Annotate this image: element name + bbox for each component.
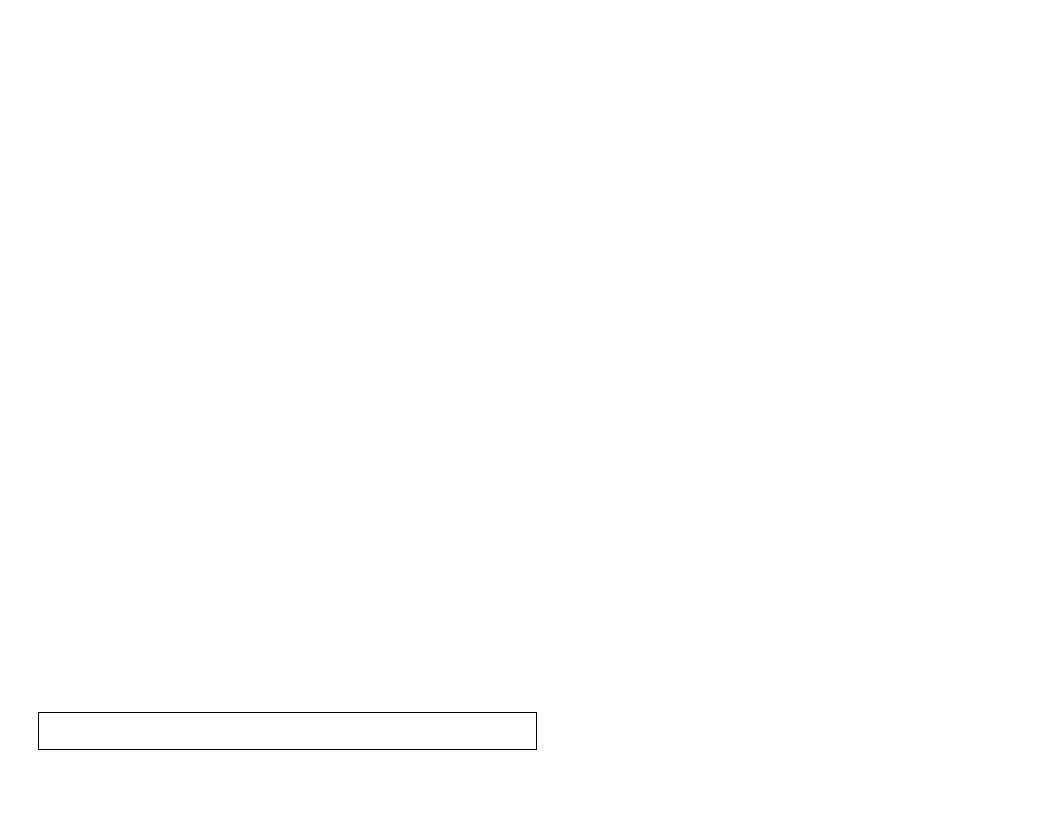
rh-wind-map-canvas [28,27,1018,692]
colorbar [38,712,537,750]
